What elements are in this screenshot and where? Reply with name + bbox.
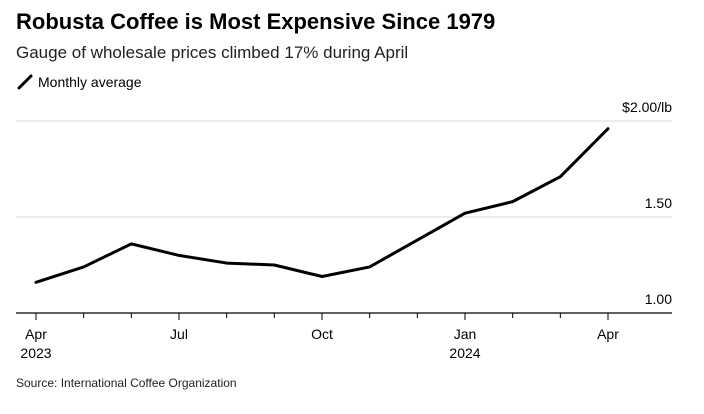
data-point [35, 281, 38, 284]
data-point [559, 175, 562, 178]
y-tick-label: 1.00 [645, 291, 672, 307]
x-tick-year-label: 2023 [20, 345, 51, 361]
data-point [416, 239, 419, 242]
chart-subtitle: Gauge of wholesale prices climbed 17% du… [16, 43, 409, 62]
data-point [511, 200, 514, 203]
data-point [178, 254, 181, 257]
x-tick-label: Apr [597, 326, 619, 342]
y-tick-label: $2.00/lb [622, 99, 672, 115]
data-point [273, 264, 276, 267]
line-stroke-icon [17, 74, 33, 90]
x-tick-label: Apr [25, 326, 47, 342]
source-note: Source: International Coffee Organizatio… [16, 376, 237, 390]
x-tick-label: Jan [454, 326, 477, 342]
y-tick-label: 1.50 [645, 195, 672, 211]
series-line-monthly-average [34, 127, 610, 284]
legend: Monthly average [16, 73, 142, 91]
data-point [321, 275, 324, 278]
legend-label: Monthly average [38, 74, 142, 90]
data-point [368, 265, 371, 268]
data-point [607, 127, 610, 130]
data-point [464, 212, 467, 215]
data-point [130, 242, 133, 245]
data-point [82, 265, 85, 268]
x-tick-year-label: 2024 [449, 345, 480, 361]
x-tick-label: Oct [311, 326, 333, 342]
x-tick-label: Jul [170, 326, 188, 342]
data-point [225, 262, 228, 265]
chart-title: Robusta Coffee is Most Expensive Since 1… [16, 9, 496, 34]
